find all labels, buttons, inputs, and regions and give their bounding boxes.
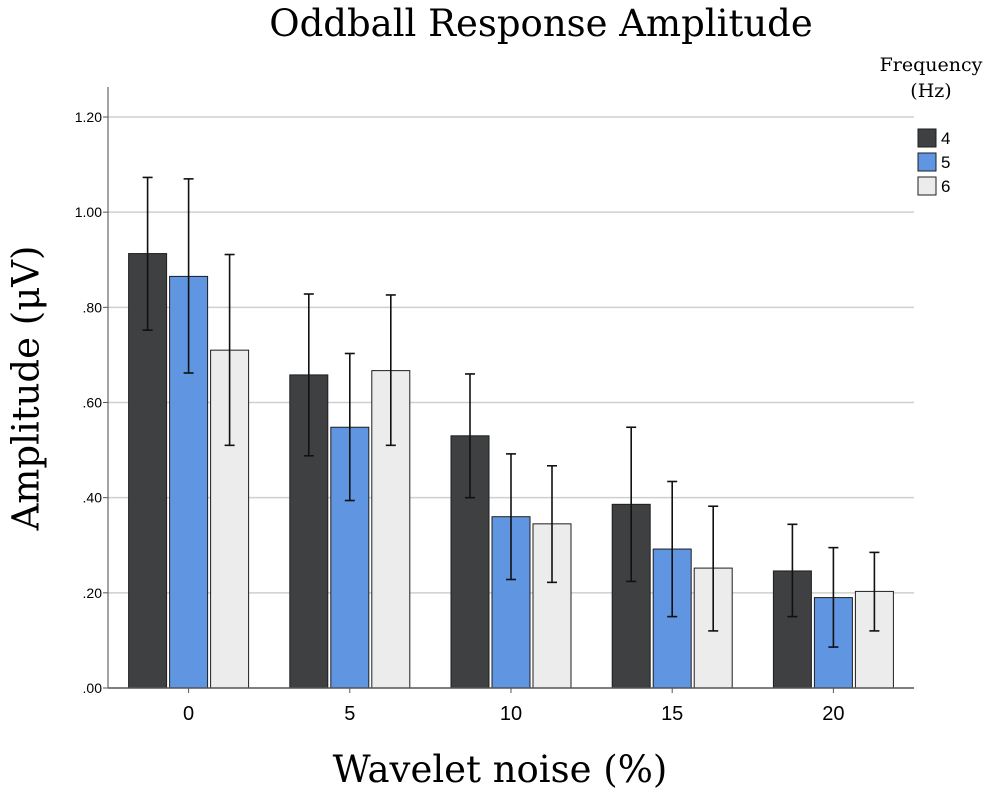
- y-tick-label: 1.20: [75, 109, 102, 125]
- legend-swatch: [917, 176, 937, 196]
- x-tick-label: 0: [183, 703, 194, 725]
- legend-swatch: [917, 128, 937, 148]
- legend-label: 5: [941, 153, 950, 172]
- legend: 4 5 6: [917, 128, 950, 196]
- y-tick-label: .60: [83, 395, 103, 411]
- y-tick-label: .40: [83, 490, 103, 506]
- legend-label: 6: [941, 177, 950, 196]
- y-tick-label: .80: [83, 299, 103, 315]
- x-tick-label: 20: [822, 703, 844, 725]
- legend-label: 4: [941, 129, 950, 148]
- bar: [289, 374, 329, 689]
- legend-title-line2: (Hz): [910, 80, 952, 102]
- x-tick-label: 15: [661, 703, 683, 725]
- bars: [128, 176, 894, 689]
- chart-title: Oddball Response Amplitude: [269, 2, 813, 45]
- y-tick-label: 1.00: [75, 204, 102, 220]
- y-tick-label: .00: [83, 680, 103, 696]
- x-tick-label: 5: [344, 703, 355, 725]
- legend-swatch: [917, 152, 937, 172]
- legend-title: Frequency (Hz): [866, 52, 996, 104]
- x-tick-label: 10: [500, 703, 522, 725]
- axes: .00 .20 .40 .60 .80 1.00 1.20 0 5 10 15 20: [75, 87, 914, 725]
- legend-title-line1: Frequency: [879, 54, 983, 76]
- y-tick-label: .20: [83, 585, 103, 601]
- x-axis-label: Wavelet noise (%): [332, 748, 668, 791]
